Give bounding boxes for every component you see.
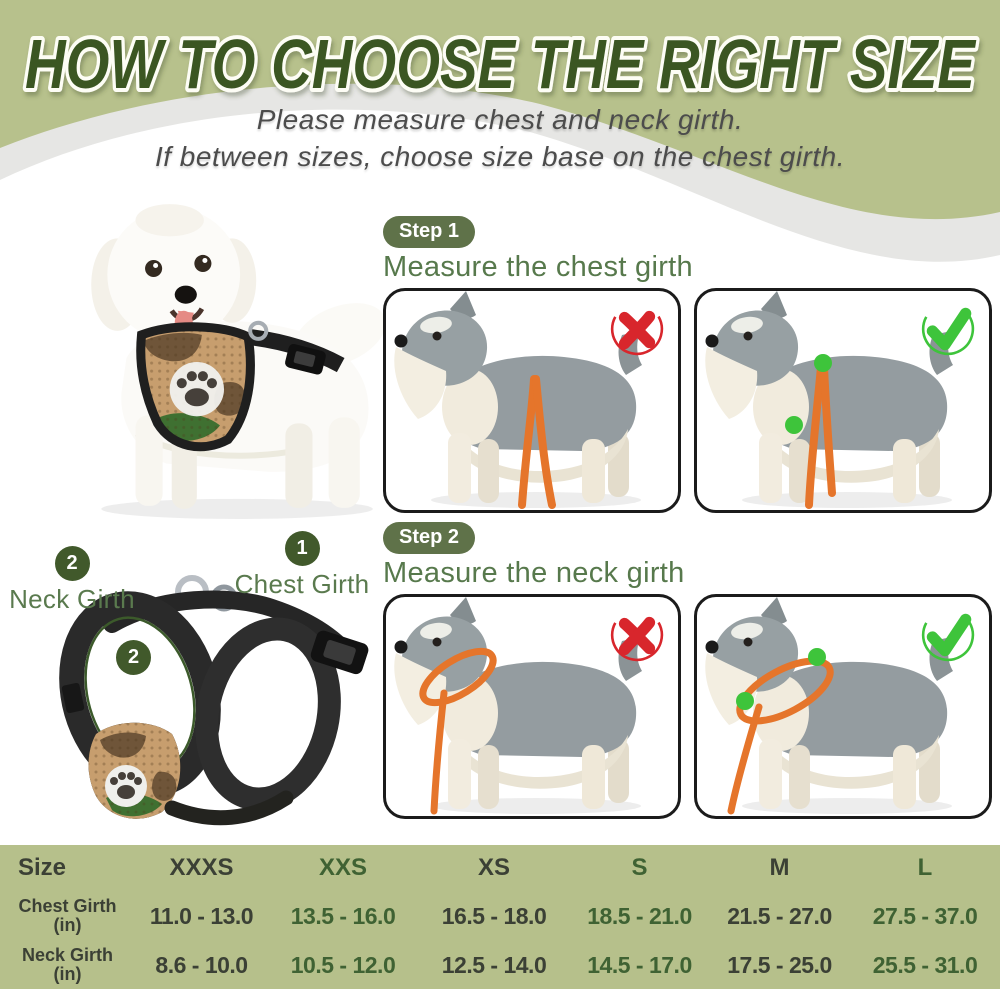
neck-girth-row-label: Neck Girth (in) [21,945,114,984]
schnauzer-photo [386,291,678,509]
measuring-tape [532,375,556,509]
size-header-s: S [631,854,648,881]
paw-print-emblem [105,765,147,807]
chest-girth-s: 18.5 - 21.0 [587,902,692,929]
size-header-xxxs: XXXS [169,854,234,881]
measure-point-dot [785,416,803,434]
neck-girth-xxxs: 8.6 - 10.0 [155,951,248,978]
measure-point-dot [736,692,754,710]
step1-correct-photo [694,288,992,513]
neck-girth-s: 14.5 - 17.0 [587,951,692,978]
red-cross-icon [610,608,664,662]
step-2-section: Step 2 Measure the neck girth [383,522,997,819]
step-1-heading: Measure the chest girth [383,251,693,283]
neck-girth-label: 2 Neck Girth [6,546,138,615]
step1-wrong-photo [383,288,681,513]
neck-girth-xs: 12.5 - 14.0 [441,951,547,978]
chest-girth-label: 1 Chest Girth [235,531,369,600]
schnauzer-photo [386,597,678,815]
chest-girth-xs: 16.5 - 18.0 [441,902,547,929]
subtitle-line2: If between sizes, choose size base on th… [154,141,846,172]
product-photo-maltese-dog [48,182,396,524]
measuring-tape [736,657,834,725]
size-table: Size XXXS XXS XS S M L Chest Girth (in) 1… [0,845,1000,989]
step2-correct-photo [694,594,992,819]
green-check-icon [921,302,975,356]
step-2-badge: Step 2 [383,522,476,554]
chest-girth-number-badge: 1 [284,531,320,566]
chest-girth-m: 21.5 - 27.0 [727,902,832,929]
paw-print-emblem [169,362,225,417]
measuring-tape [820,363,836,497]
size-header-m: M [769,854,790,881]
chest-girth-l: 27.5 - 37.0 [872,902,978,929]
size-column-header: Size [18,854,67,881]
step-1-section: Step 1 Measure the chest girth [383,216,997,513]
size-header-xs: XS [477,854,510,881]
measuring-tape [727,703,763,815]
step-2-heading: Measure the neck girth [383,557,685,589]
measure-point-dot [808,648,826,666]
measuring-tape [805,363,825,509]
neck-girth-number-badge: 2 [54,546,90,581]
harness-buckle [310,630,369,675]
neck-girth-xxs: 10.5 - 12.0 [290,951,396,978]
size-header-xxs: XXS [318,854,368,881]
leash-d-ring [248,320,269,341]
measuring-tape [419,647,497,707]
schnauzer-photo [697,291,989,509]
header-banner: HOW TO CHOOSE THE RIGHT SIZE [0,0,1000,262]
neck-girth-l: 25.5 - 31.0 [872,951,978,978]
schnauzer-photo [697,597,989,815]
sage-swoosh [0,0,1000,220]
harness-diagram [20,536,385,841]
subtitle: Please measure chest and neck girth. If … [0,101,1000,175]
chest-girth-row-label: Chest Girth (in) [18,896,117,935]
step-1-badge: Step 1 [383,216,476,248]
measure-point-dot [814,354,832,372]
maltese-dog-illustration [91,204,386,519]
neck-girth-m: 17.5 - 25.0 [727,951,832,978]
green-check-icon [921,608,975,662]
neck-loop-number-badge: 2 [116,640,151,675]
page-title: HOW TO CHOOSE THE RIGHT SIZE [25,25,977,103]
size-header-l: L [917,854,933,881]
chest-girth-xxxs: 11.0 - 13.0 [149,902,254,929]
step2-wrong-photo [383,594,681,819]
harness-buckle [285,344,326,375]
subtitle-line1: Please measure chest and neck girth. [256,104,744,135]
measuring-tape [430,689,448,815]
harness-illustration [59,575,369,826]
chest-girth-xxs: 13.5 - 16.0 [290,902,396,929]
red-cross-icon [610,302,664,356]
